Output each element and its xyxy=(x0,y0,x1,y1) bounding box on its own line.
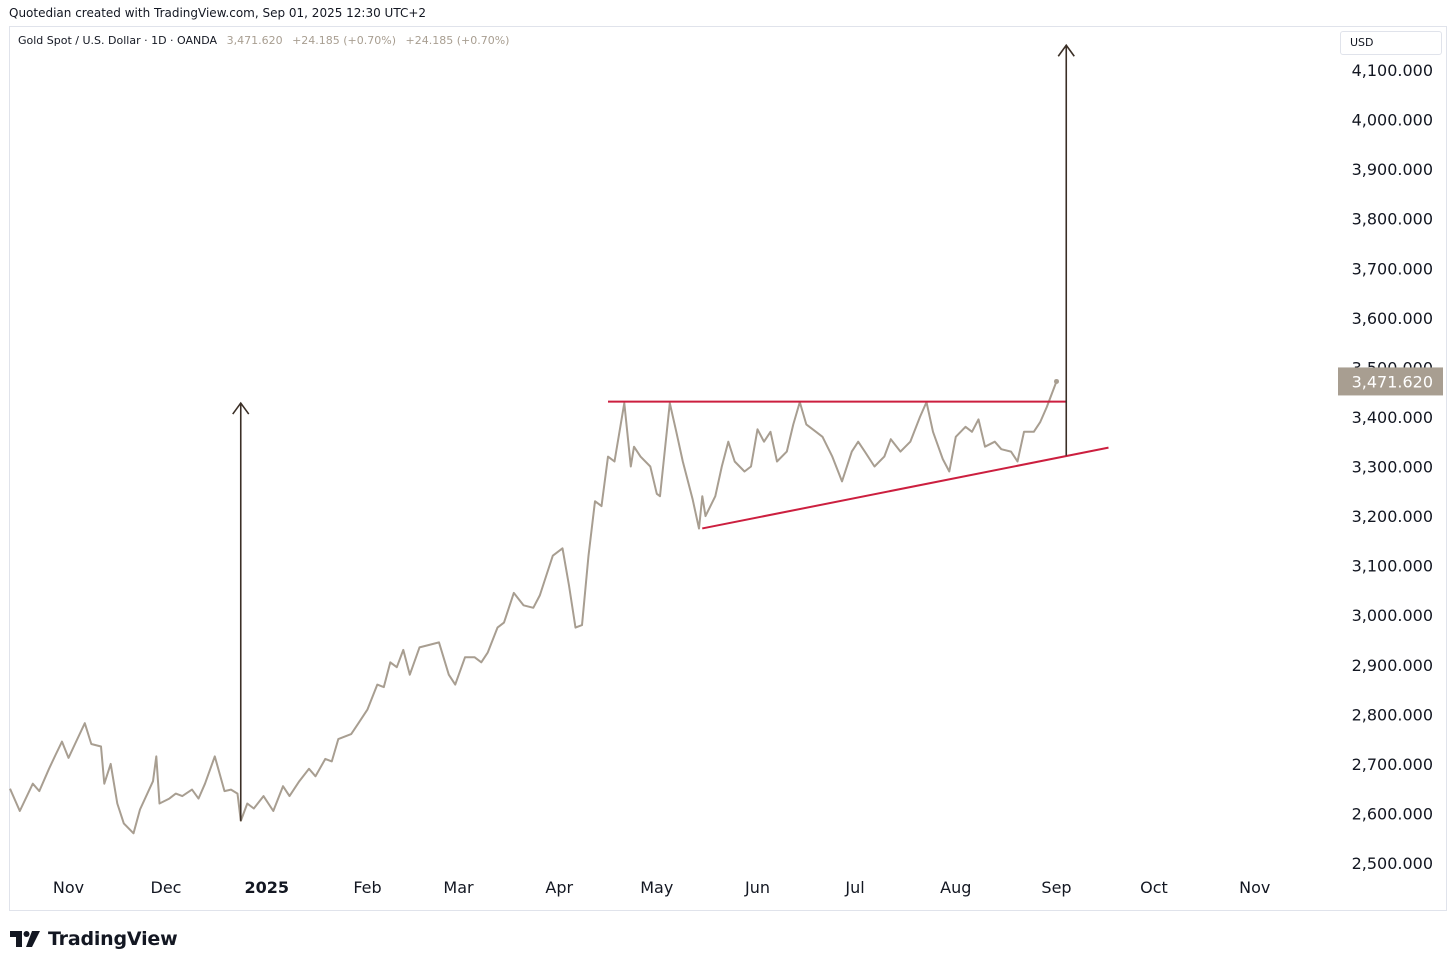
y-tick-label: 3,200.000 xyxy=(1352,507,1433,526)
y-tick-label: 2,700.000 xyxy=(1352,755,1433,774)
y-tick-label: 3,400.000 xyxy=(1352,408,1433,427)
change-value: +24.185 (+0.70%) xyxy=(292,34,397,47)
last-price-value: 3,471.620 xyxy=(226,34,283,47)
tradingview-logo-icon xyxy=(10,931,40,947)
y-tick-label: 2,800.000 xyxy=(1352,705,1433,724)
chart-pane[interactable] xyxy=(9,26,1447,911)
tradingview-wordmark: TradingView xyxy=(48,928,178,950)
y-tick-label: 2,900.000 xyxy=(1352,656,1433,675)
measured-move-arrow-right-head xyxy=(1057,43,1075,57)
x-tick-label: Sep xyxy=(1041,878,1071,897)
symbol-legend[interactable]: Gold Spot / U.S. Dollar · 1D · OANDA 3,4… xyxy=(18,34,515,47)
y-tick-label: 3,900.000 xyxy=(1352,160,1433,179)
support-line xyxy=(702,446,1109,530)
y-tick-label: 3,100.000 xyxy=(1352,557,1433,576)
x-tick-label: Feb xyxy=(353,878,381,897)
y-tick-label: 2,600.000 xyxy=(1352,804,1433,823)
last-price-badge xyxy=(1338,367,1443,396)
x-tick-label: Apr xyxy=(545,878,573,897)
x-tick-label: Nov xyxy=(53,878,84,897)
change-value-repeat: +24.185 (+0.70%) xyxy=(405,34,510,47)
y-tick-label: 3,800.000 xyxy=(1352,210,1433,229)
x-tick-label: Nov xyxy=(1239,878,1270,897)
last-price-badge-label: 3,471.620 xyxy=(1352,372,1433,391)
y-tick-label: 3,000.000 xyxy=(1352,606,1433,625)
x-tick-label: Oct xyxy=(1140,878,1168,897)
y-tick-label: 3,700.000 xyxy=(1352,259,1433,278)
tradingview-footer[interactable]: TradingView xyxy=(10,928,178,950)
price-line xyxy=(9,381,1058,835)
x-tick-label: 2025 xyxy=(244,878,289,897)
x-tick-label: May xyxy=(640,878,673,897)
measured-move-arrow-left-head xyxy=(232,401,250,415)
y-tick-label: 3,600.000 xyxy=(1352,309,1433,328)
chart-caption: Quotedian created with TradingView.com, … xyxy=(9,6,427,20)
currency-selector[interactable]: USD xyxy=(1340,31,1442,55)
y-tick-label: 2,500.000 xyxy=(1352,854,1433,873)
x-tick-label: Aug xyxy=(940,878,971,897)
x-tick-label: Dec xyxy=(151,878,182,897)
y-tick-label: 4,000.000 xyxy=(1352,111,1433,130)
x-tick-label: Jun xyxy=(744,878,770,897)
last-price-dot xyxy=(1054,378,1059,384)
y-tick-label: 4,100.000 xyxy=(1352,61,1433,80)
x-tick-label: Jul xyxy=(844,878,864,897)
x-tick-label: Mar xyxy=(443,878,474,897)
symbol-title[interactable]: Gold Spot / U.S. Dollar · 1D · OANDA xyxy=(18,34,218,47)
y-tick-label: 3,300.000 xyxy=(1352,458,1433,477)
